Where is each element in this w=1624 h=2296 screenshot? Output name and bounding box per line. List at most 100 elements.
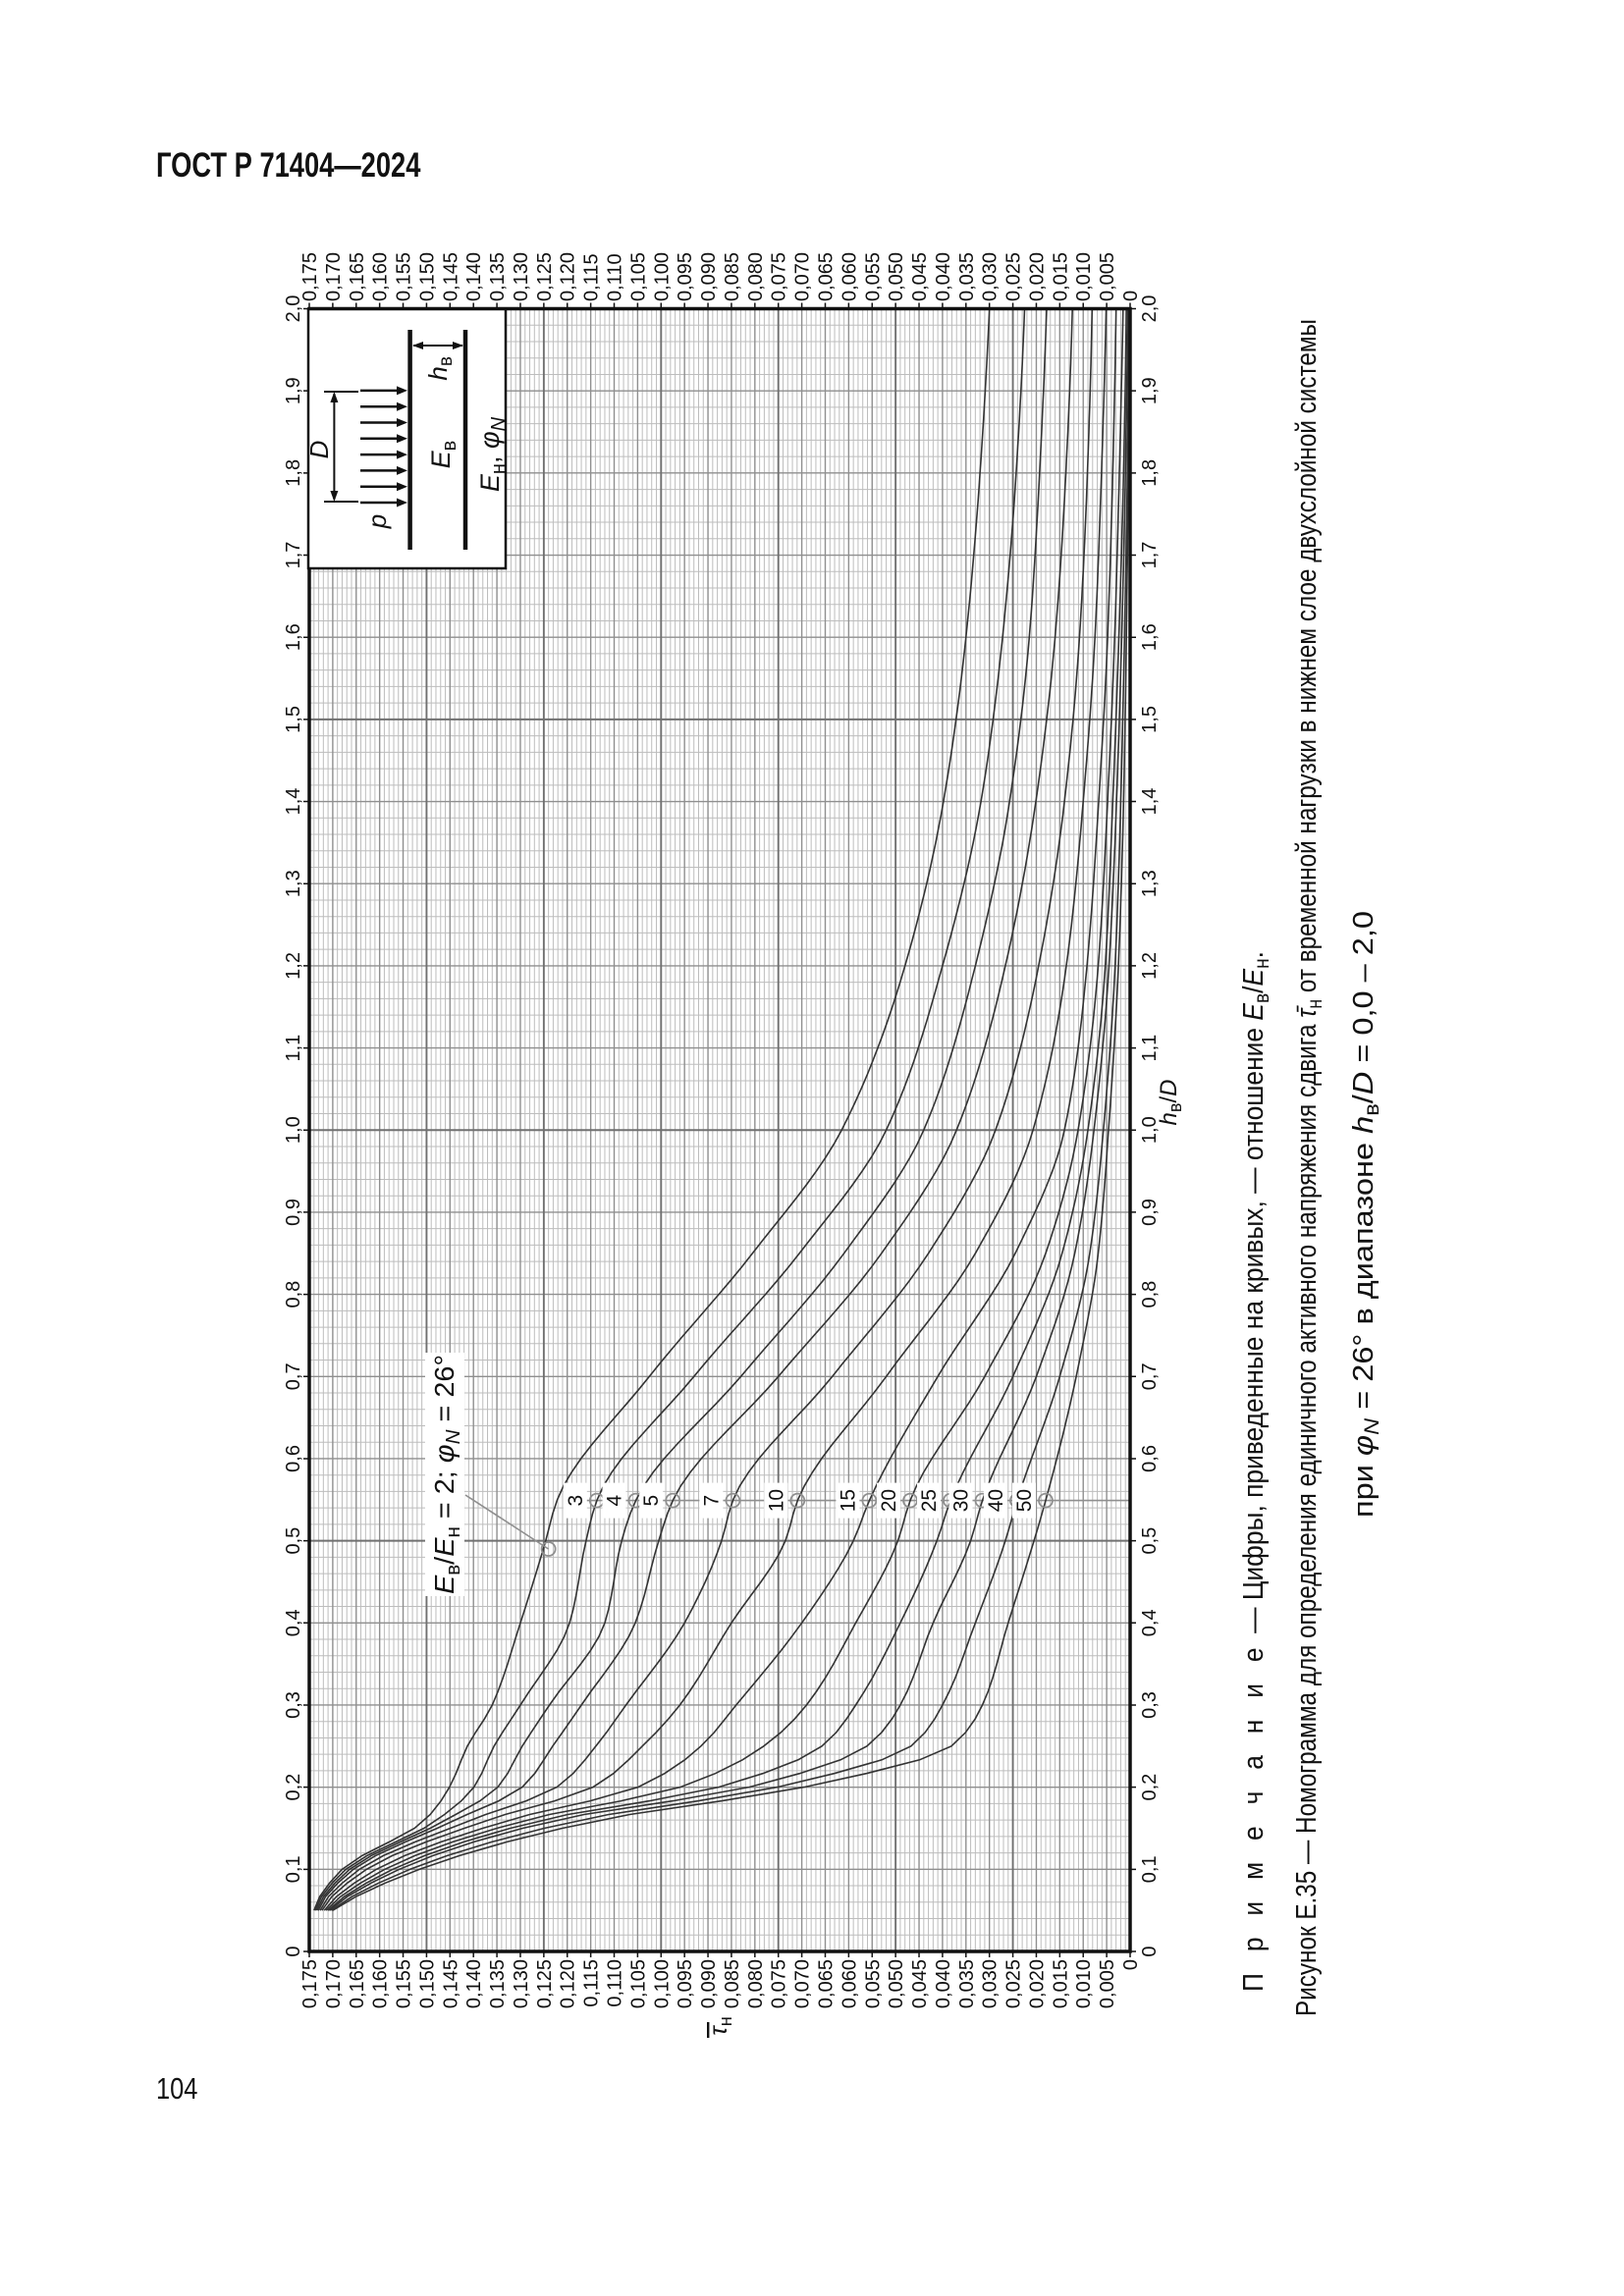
svg-text:0,035: 0,035 xyxy=(956,252,978,301)
svg-text:0: 0 xyxy=(1139,1946,1161,1956)
svg-text:0,5: 0,5 xyxy=(283,1527,304,1555)
svg-text:0,135: 0,135 xyxy=(487,252,509,301)
svg-text:при φN = 26° в диапазоне hв/D: при φN = 26° в диапазоне hв/D = 0,0 – 2,… xyxy=(1348,911,1383,1518)
svg-text:0,110: 0,110 xyxy=(605,253,626,301)
svg-text:0,110: 0,110 xyxy=(605,1959,626,2007)
svg-text:1,9: 1,9 xyxy=(1139,377,1161,404)
svg-text:0,175: 0,175 xyxy=(299,1959,321,2008)
svg-text:0,2: 0,2 xyxy=(1139,1774,1161,1801)
svg-text:0,085: 0,085 xyxy=(722,1959,743,2008)
svg-text:0,6: 0,6 xyxy=(1139,1445,1161,1472)
svg-text:0,025: 0,025 xyxy=(1003,1959,1025,2008)
svg-text:hв/D: hв/D xyxy=(1156,1080,1185,1126)
svg-text:0,125: 0,125 xyxy=(534,1959,556,2008)
svg-text:10: 10 xyxy=(765,1489,787,1512)
svg-text:0,155: 0,155 xyxy=(394,1959,415,2008)
svg-text:1,5: 1,5 xyxy=(1139,706,1161,733)
svg-text:0,015: 0,015 xyxy=(1050,1959,1071,2008)
svg-text:1,3: 1,3 xyxy=(283,870,304,897)
svg-text:0,065: 0,065 xyxy=(816,1959,838,2008)
svg-text:0,170: 0,170 xyxy=(323,1959,345,2008)
svg-text:0,050: 0,050 xyxy=(886,1959,907,2008)
svg-text:3: 3 xyxy=(565,1495,587,1507)
svg-text:0,010: 0,010 xyxy=(1073,1959,1095,2008)
svg-text:1,2: 1,2 xyxy=(1139,952,1161,980)
svg-text:0,025: 0,025 xyxy=(1003,252,1025,301)
svg-text:1,0: 1,0 xyxy=(283,1116,304,1144)
svg-text:D: D xyxy=(304,441,334,459)
svg-text:1,5: 1,5 xyxy=(283,706,304,733)
svg-text:0,160: 0,160 xyxy=(370,1959,392,2008)
svg-text:0: 0 xyxy=(283,1946,304,1956)
svg-text:0,105: 0,105 xyxy=(627,252,649,301)
svg-text:30: 30 xyxy=(950,1489,973,1512)
svg-text:50: 50 xyxy=(1013,1489,1036,1512)
svg-text:0,125: 0,125 xyxy=(534,252,556,301)
svg-text:0,7: 0,7 xyxy=(283,1362,304,1390)
svg-text:1,6: 1,6 xyxy=(1139,623,1161,651)
svg-text:15: 15 xyxy=(837,1489,859,1512)
svg-text:τн: τн xyxy=(705,2016,735,2035)
svg-text:0,030: 0,030 xyxy=(980,252,1001,301)
svg-text:0,115: 0,115 xyxy=(581,253,603,301)
svg-text:0,100: 0,100 xyxy=(651,252,673,301)
svg-text:0: 0 xyxy=(1120,1959,1142,1970)
svg-text:0,100: 0,100 xyxy=(651,1959,673,2008)
svg-text:0,040: 0,040 xyxy=(933,252,954,301)
svg-text:0,7: 0,7 xyxy=(1139,1362,1161,1390)
svg-text:0,060: 0,060 xyxy=(839,1959,860,2008)
svg-text:0,4: 0,4 xyxy=(1139,1609,1161,1636)
svg-text:hв: hв xyxy=(423,356,457,381)
svg-text:0,140: 0,140 xyxy=(463,252,485,301)
svg-text:0,145: 0,145 xyxy=(440,252,461,301)
svg-text:p: p xyxy=(362,514,392,529)
svg-text:0,1: 0,1 xyxy=(283,1855,304,1883)
svg-text:0,165: 0,165 xyxy=(347,252,368,301)
svg-text:0,020: 0,020 xyxy=(1027,252,1049,301)
svg-text:0,120: 0,120 xyxy=(558,1959,579,2008)
svg-text:1,2: 1,2 xyxy=(283,952,304,980)
svg-text:0,5: 0,5 xyxy=(1139,1527,1161,1555)
svg-text:0,065: 0,065 xyxy=(816,252,838,301)
svg-text:Eн, φN: Eн, φN xyxy=(475,416,510,492)
svg-text:1,1: 1,1 xyxy=(1139,1035,1161,1062)
svg-text:0,155: 0,155 xyxy=(394,252,415,301)
svg-text:4: 4 xyxy=(604,1494,626,1506)
svg-text:0,090: 0,090 xyxy=(698,1959,720,2008)
svg-text:0,9: 0,9 xyxy=(1139,1199,1161,1226)
svg-text:1,9: 1,9 xyxy=(283,377,304,404)
svg-text:0,115: 0,115 xyxy=(581,1959,603,2007)
svg-text:20: 20 xyxy=(878,1489,900,1512)
svg-text:0,055: 0,055 xyxy=(862,1959,884,2008)
svg-text:0,130: 0,130 xyxy=(511,1959,532,2008)
svg-text:0,005: 0,005 xyxy=(1097,1959,1118,2008)
svg-text:0,020: 0,020 xyxy=(1027,1959,1049,2008)
svg-text:0,105: 0,105 xyxy=(627,1959,649,2008)
svg-text:1,0: 1,0 xyxy=(1139,1116,1161,1144)
svg-text:1,3: 1,3 xyxy=(1139,870,1161,897)
svg-text:0,090: 0,090 xyxy=(698,252,720,301)
svg-text:0,9: 0,9 xyxy=(283,1199,304,1226)
svg-text:0,095: 0,095 xyxy=(675,1959,696,2008)
svg-text:0,170: 0,170 xyxy=(323,252,345,301)
svg-text:Рисунок Е.35 — Номограмма для: Рисунок Е.35 — Номограмма для определени… xyxy=(1291,319,1326,2016)
svg-text:0,055: 0,055 xyxy=(862,252,884,301)
svg-text:1,7: 1,7 xyxy=(283,542,304,569)
svg-text:1,7: 1,7 xyxy=(1139,542,1161,569)
svg-text:0,1: 0,1 xyxy=(1139,1855,1161,1883)
svg-text:Eв/Eн = 2; φN = 26°: Eв/Eн = 2; φN = 26° xyxy=(429,1355,464,1594)
svg-text:0,135: 0,135 xyxy=(487,1959,509,2008)
svg-text:0,175: 0,175 xyxy=(299,252,321,301)
svg-text:25: 25 xyxy=(918,1489,941,1512)
svg-text:0,145: 0,145 xyxy=(440,1959,461,2008)
svg-text:0: 0 xyxy=(1120,291,1142,301)
svg-text:Eв: Eв xyxy=(426,441,460,469)
svg-text:П р и м е ч а н и е — Цифры, п: П р и м е ч а н и е — Цифры, приведенные… xyxy=(1238,951,1273,1992)
svg-text:0,3: 0,3 xyxy=(283,1691,304,1719)
svg-text:0,150: 0,150 xyxy=(416,252,438,301)
svg-text:0,080: 0,080 xyxy=(745,252,767,301)
svg-text:0,050: 0,050 xyxy=(886,252,907,301)
svg-text:0,035: 0,035 xyxy=(956,1959,978,2008)
svg-text:1,8: 1,8 xyxy=(283,459,304,487)
svg-text:0,010: 0,010 xyxy=(1073,252,1095,301)
